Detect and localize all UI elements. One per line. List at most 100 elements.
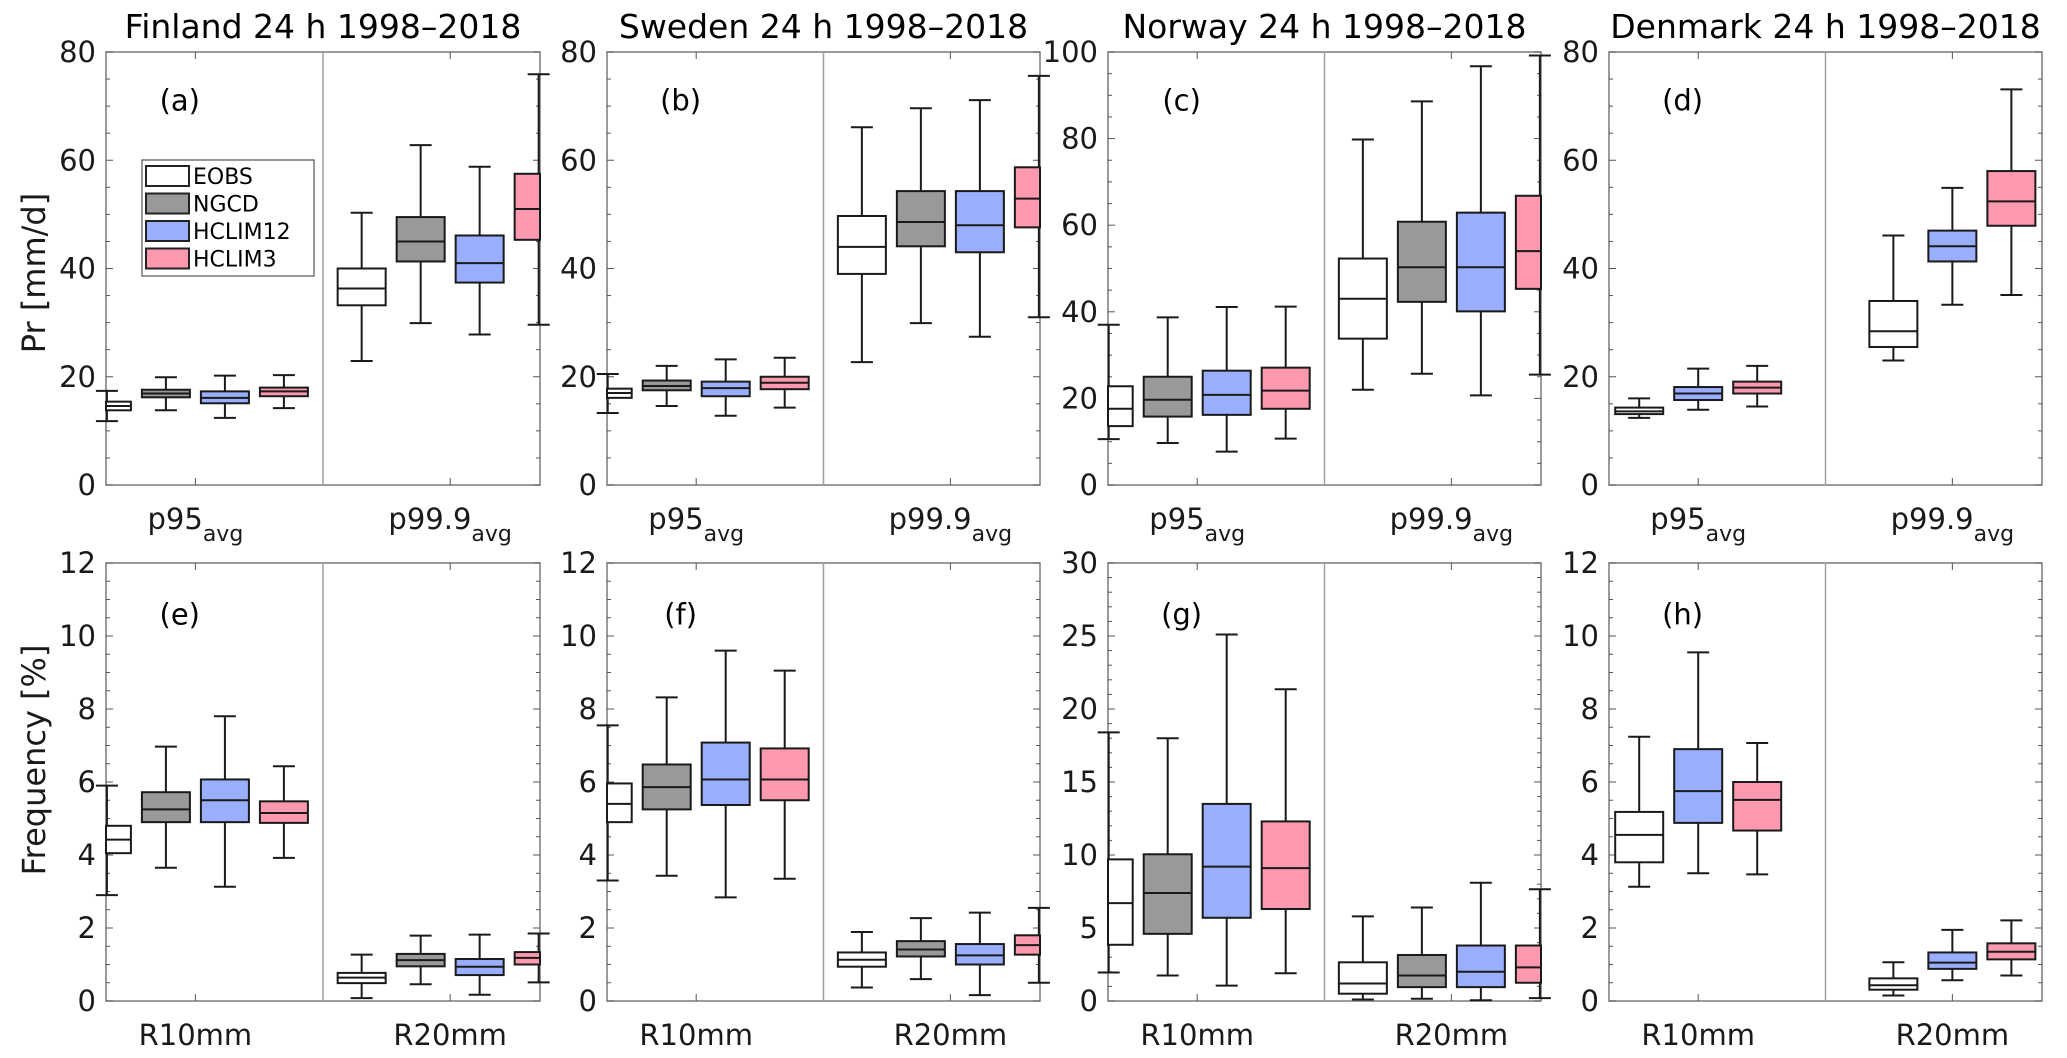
box-ngcd (140, 376, 191, 412)
x-category-main: R10mm (1641, 1018, 1755, 1052)
box-hclim12 (1927, 186, 1978, 306)
y-tick-label: 40 (1562, 252, 1599, 286)
box-hclim12 (700, 358, 751, 417)
iqr-box (1673, 748, 1724, 824)
box-hclim12 (1201, 306, 1252, 453)
box-hclim3 (513, 932, 550, 984)
y-tick-label: 0 (579, 468, 597, 502)
box-hclim12 (454, 933, 505, 996)
y-tick-label: 40 (560, 252, 597, 286)
box-hclim3 (759, 669, 810, 880)
panel-g: 0 5 10 15 20 25 30 (g) R10mm R20mm (1061, 546, 1551, 1052)
box-ngcd (1142, 316, 1193, 444)
x-category-label: R20mm (1395, 1018, 1509, 1052)
y-tick-label: 80 (1061, 122, 1098, 156)
y-tick-label: 80 (1562, 35, 1599, 69)
box-eobs (1868, 234, 1919, 362)
y-tick-label: 20 (560, 360, 597, 394)
x-category-label: R10mm (1140, 1018, 1254, 1052)
y-tick-label: 0 (1581, 468, 1599, 502)
y-tick-label: 20 (1562, 360, 1599, 394)
box-ngcd (895, 107, 946, 325)
iqr-box (1142, 375, 1193, 418)
y-tick-label: 0 (1080, 468, 1098, 502)
y-tick-label: 12 (59, 546, 96, 580)
box-eobs (1337, 138, 1388, 391)
x-category-label: R10mm (1641, 1018, 1755, 1052)
box-eobs (596, 724, 633, 882)
panel-letter: (h) (1662, 597, 1703, 631)
box-ngcd (1142, 737, 1193, 977)
iqr-box (1455, 211, 1506, 313)
y-tick-label: 8 (579, 692, 597, 726)
box-ngcd (140, 745, 191, 869)
y-tick-label: 20 (59, 360, 96, 394)
iqr-box (895, 190, 946, 248)
box-eobs (1868, 961, 1919, 997)
x-category-main: R10mm (139, 1018, 253, 1052)
box-hclim3 (1732, 741, 1783, 876)
y-tick-label: 4 (78, 838, 96, 872)
y-tick-label: 30 (1061, 546, 1098, 580)
x-category-main: p95 (1149, 502, 1204, 536)
panel-h: 0 2 4 6 8 10 12 (h) R10mm R20mm (1562, 546, 2043, 1052)
iqr-box (140, 791, 191, 824)
box-hclim3 (513, 73, 550, 326)
y-tick-label: 0 (78, 984, 96, 1018)
box-hclim3 (258, 374, 309, 410)
iqr-box (954, 943, 1005, 966)
box-eobs (1337, 915, 1388, 1001)
panel-letter: (a) (160, 83, 200, 117)
x-category-main: p95 (648, 502, 703, 536)
iqr-box (1201, 802, 1252, 919)
x-category-label: R10mm (139, 1018, 253, 1052)
box-hclim3 (1986, 919, 2037, 977)
y-tick-label: 0 (579, 984, 597, 1018)
box-hclim12 (1455, 65, 1506, 397)
y-tick-label: 8 (78, 692, 96, 726)
panel-letter: (c) (1162, 83, 1201, 117)
x-category-label: p99.9avg (1390, 502, 1513, 547)
box-hclim3 (1514, 888, 1551, 1000)
panel-letter: (d) (1662, 83, 1703, 117)
box-ngcd (395, 144, 446, 325)
y-tick-label: 2 (579, 911, 597, 945)
iqr-box (1732, 781, 1783, 832)
legend-label-hclim12: HCLIM12 (193, 220, 291, 245)
iqr-box (1142, 853, 1193, 935)
box-hclim12 (954, 911, 1005, 997)
y-tick-label: 10 (560, 619, 597, 653)
box-eobs (95, 389, 132, 423)
x-category-label: R20mm (393, 1018, 507, 1052)
x-category-label: R20mm (1896, 1018, 2010, 1052)
legend-label-hclim3: HCLIM3 (193, 248, 277, 273)
y-tick-label: 0 (1581, 984, 1599, 1018)
iqr-box (1260, 820, 1311, 911)
box-hclim3 (1260, 688, 1311, 975)
iqr-box (1013, 166, 1042, 229)
box-eobs (336, 211, 387, 363)
y-axis-label-frequency: Frequency [%] (15, 645, 53, 876)
x-category-label: p95avg (648, 502, 744, 547)
iqr-box (1337, 961, 1388, 995)
x-category-label: p95avg (1650, 502, 1746, 547)
x-category-label: p99.9avg (388, 502, 511, 547)
x-category-subscript: avg (704, 522, 744, 547)
box-ngcd (395, 934, 446, 986)
box-eobs (1614, 735, 1665, 888)
y-tick-label: 80 (560, 35, 597, 69)
y-tick-label: 4 (1581, 838, 1599, 872)
panel-title: Finland 24 h 1998–2018 (125, 7, 522, 46)
box-hclim12 (1673, 651, 1724, 875)
legend-label-eobs: EOBS (193, 165, 253, 190)
iqr-box (1260, 366, 1311, 410)
panel-letter: (f) (664, 597, 697, 631)
x-category-subscript: avg (203, 522, 243, 547)
x-category-main: p95 (1650, 502, 1705, 536)
box-hclim12 (199, 715, 250, 888)
box-eobs (836, 931, 887, 989)
panel-letter: (e) (160, 597, 200, 631)
